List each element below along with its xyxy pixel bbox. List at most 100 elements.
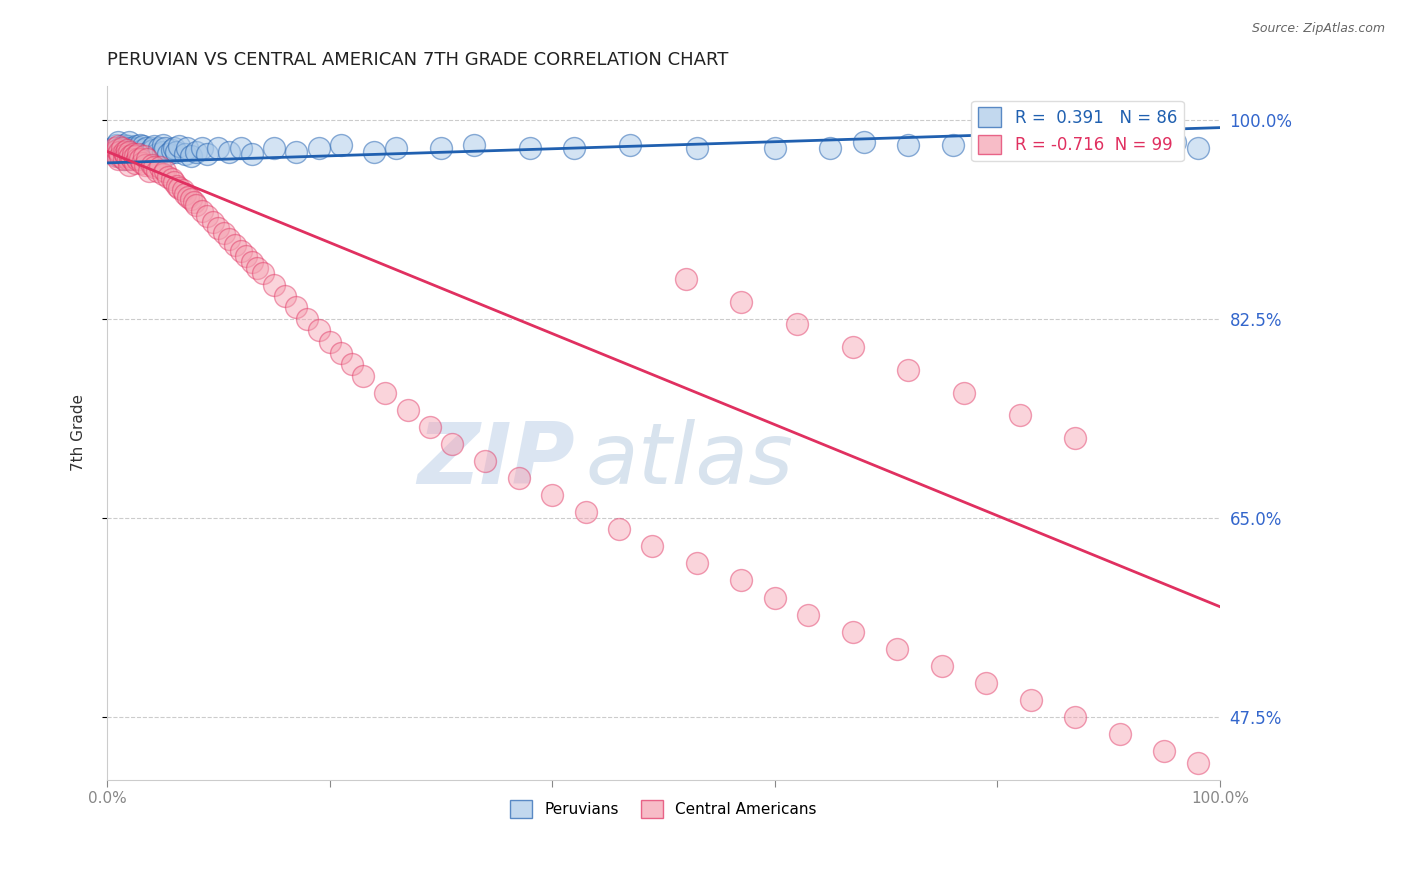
Point [110, 149, 132, 163]
Point [124, 149, 146, 163]
Point [974, 676, 997, 690]
Point [152, 145, 174, 159]
Point [363, 145, 385, 159]
Point [135, 141, 157, 155]
Text: atlas: atlas [585, 419, 793, 502]
Point [886, 641, 908, 656]
Point [1164, 136, 1187, 150]
Point [152, 167, 174, 181]
Point [318, 334, 340, 349]
Point [1108, 727, 1130, 741]
Point [118, 145, 141, 159]
Point [138, 164, 160, 178]
Point [174, 146, 197, 161]
Point [1153, 744, 1175, 758]
Point [117, 153, 139, 167]
Point [104, 149, 127, 163]
Point [107, 136, 129, 150]
Point [141, 141, 163, 155]
Point [841, 624, 863, 639]
Point [953, 385, 976, 400]
Point [352, 368, 374, 383]
Y-axis label: 7th Grade: 7th Grade [72, 394, 86, 471]
Point [942, 137, 965, 152]
Point [121, 146, 143, 161]
Point [308, 323, 330, 337]
Point [177, 190, 200, 204]
Point [105, 146, 128, 161]
Point [207, 220, 229, 235]
Point [385, 141, 408, 155]
Point [184, 145, 207, 159]
Point [340, 357, 363, 371]
Point [160, 144, 183, 158]
Point [430, 141, 453, 155]
Point [285, 301, 308, 315]
Point [169, 181, 191, 195]
Point [931, 658, 953, 673]
Point [820, 141, 842, 155]
Point [201, 215, 224, 229]
Point [146, 146, 169, 161]
Point [235, 249, 257, 263]
Point [240, 255, 263, 269]
Point [127, 153, 149, 167]
Point [121, 146, 143, 161]
Point [127, 141, 149, 155]
Point [129, 153, 152, 167]
Point [134, 158, 156, 172]
Point [463, 137, 485, 152]
Point [146, 164, 169, 178]
Point [419, 420, 441, 434]
Point [852, 136, 875, 150]
Point [104, 141, 127, 155]
Point [107, 153, 129, 167]
Point [148, 141, 170, 155]
Point [129, 137, 152, 152]
Point [229, 244, 252, 258]
Point [763, 141, 786, 155]
Point [841, 340, 863, 354]
Point [195, 210, 218, 224]
Point [122, 149, 145, 163]
Point [797, 607, 820, 622]
Point [120, 141, 142, 155]
Point [112, 145, 135, 159]
Text: PERUVIAN VS CENTRAL AMERICAN 7TH GRADE CORRELATION CHART: PERUVIAN VS CENTRAL AMERICAN 7TH GRADE C… [107, 51, 728, 69]
Point [108, 145, 131, 159]
Point [619, 137, 641, 152]
Point [607, 522, 630, 536]
Point [285, 145, 308, 159]
Point [180, 149, 202, 163]
Point [763, 591, 786, 605]
Point [207, 141, 229, 155]
Point [132, 146, 155, 161]
Point [157, 169, 180, 184]
Point [195, 146, 218, 161]
Point [101, 145, 124, 159]
Point [240, 146, 263, 161]
Point [169, 138, 191, 153]
Point [174, 186, 197, 201]
Point [263, 141, 285, 155]
Point [141, 149, 163, 163]
Point [110, 146, 132, 161]
Point [675, 272, 697, 286]
Point [180, 192, 202, 206]
Point [641, 539, 664, 553]
Point [115, 138, 138, 153]
Point [786, 318, 808, 332]
Point [308, 141, 330, 155]
Point [110, 141, 132, 155]
Point [212, 227, 235, 241]
Point [136, 153, 159, 167]
Point [263, 277, 285, 292]
Point [152, 137, 174, 152]
Point [730, 294, 752, 309]
Point [121, 153, 143, 167]
Point [374, 385, 396, 400]
Point [112, 137, 135, 152]
Point [110, 141, 132, 155]
Point [564, 141, 586, 155]
Point [107, 149, 129, 163]
